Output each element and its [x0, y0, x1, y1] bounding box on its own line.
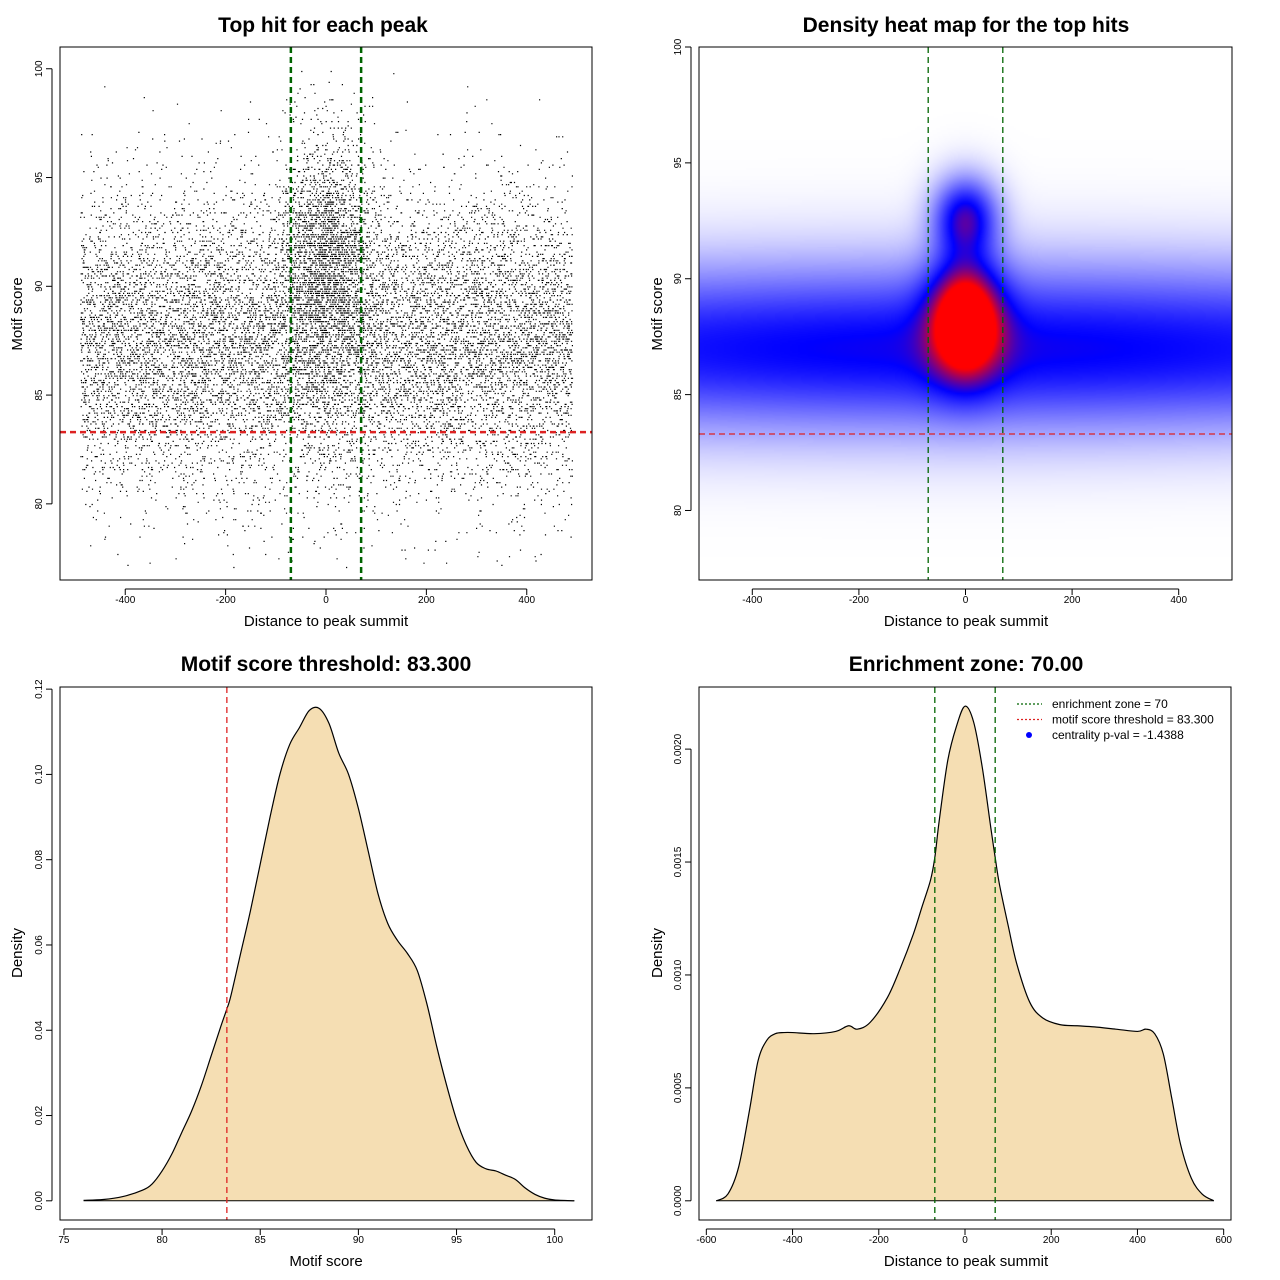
density-curve [715, 705, 1215, 1202]
y-tick-label: 0.0015 [673, 846, 684, 877]
scatter-marks [60, 47, 592, 580]
distance-density-legend: enrichment zone = 70 motif score threshol… [1017, 697, 1214, 742]
y-tick-label: 85 [673, 389, 684, 401]
x-tick-label: 100 [546, 1235, 563, 1246]
y-tick-label: 0.0005 [673, 1072, 684, 1103]
x-tick-label: -200 [869, 1235, 889, 1246]
x-tick-label: -400 [742, 595, 762, 606]
x-tick-label: 75 [58, 1235, 70, 1246]
legend-dot-marker [1026, 732, 1032, 738]
distance-density-marks [715, 687, 1215, 1220]
y-tick-label: 100 [34, 60, 45, 77]
density-curve [83, 706, 575, 1202]
x-tick-label: 85 [255, 1235, 267, 1246]
legend-entry-label: enrichment zone = 70 [1052, 697, 1168, 711]
score-density-y-axis-label: Density [9, 927, 26, 978]
scatter-axes: -400 -200 0 200 400 80 85 90 95 100 [34, 60, 536, 606]
x-tick-label: 90 [353, 1235, 365, 1246]
x-tick-label: -400 [115, 595, 135, 606]
x-tick-label: -600 [696, 1235, 716, 1246]
x-tick-label: 200 [1043, 1235, 1060, 1246]
distance-density-title: Enrichment zone: 70.00 [849, 653, 1084, 676]
x-tick-label: 200 [418, 595, 435, 606]
heatmap-plot-frame [698, 46, 1233, 581]
distance-density-y-axis-label: Density [649, 927, 666, 978]
distance-density-axes: -600 -400 -200 0 200 400 600 0.0000 0.0005 0.0010… [673, 733, 1232, 1246]
distance-density-panel: Enrichment zone: 70.00 -600 -400 -200 0 200 4… [649, 653, 1232, 1270]
y-tick-label: 0.0000 [673, 1185, 684, 1216]
y-tick-label: 0.0020 [673, 733, 684, 764]
x-tick-label: 400 [1170, 595, 1187, 606]
distance-density-x-axis-label: Distance to peak summit [884, 1253, 1049, 1270]
y-tick-label: 90 [673, 273, 684, 285]
legend-entry-label: centrality p-val = -1.4388 [1052, 728, 1184, 742]
x-tick-label: 400 [518, 595, 535, 606]
y-tick-label: 0.12 [34, 679, 45, 699]
score-density-plot-frame [59, 686, 593, 1221]
x-tick-label: 95 [451, 1235, 463, 1246]
legend-entry-label: motif score threshold = 83.300 [1052, 713, 1214, 727]
scatter-y-axis-label: Motif score [9, 277, 26, 350]
density-area [83, 707, 575, 1201]
y-tick-label: 0.08 [34, 850, 45, 870]
y-tick-label: 95 [673, 157, 684, 169]
y-tick-label: 0.10 [34, 764, 45, 784]
y-tick-label: 0.0010 [673, 959, 684, 990]
score-density-x-axis-label: Motif score [289, 1253, 362, 1270]
x-tick-label: 80 [157, 1235, 169, 1246]
x-tick-label: -200 [216, 595, 236, 606]
heatmap-title: Density heat map for the top hits [803, 14, 1130, 37]
heatmap-x-axis-label: Distance to peak summit [884, 613, 1049, 630]
y-tick-label: 80 [34, 498, 45, 510]
scatter-panel: Top hit for each peak -400 -200 0 200 400 80 8… [9, 14, 593, 630]
heatmap-axes: -400 -200 0 200 400 80 85 90 95 100 [673, 38, 1187, 606]
x-tick-label: -400 [783, 1235, 803, 1246]
x-tick-label: 0 [963, 595, 969, 606]
y-tick-label: 0.04 [34, 1020, 45, 1040]
heatmap-y-axis-label: Motif score [649, 277, 666, 350]
scatter-x-axis-label: Distance to peak summit [244, 613, 409, 630]
y-tick-label: 0.02 [34, 1105, 45, 1125]
heatmap-marks [699, 47, 1232, 580]
heatmap-panel: Density heat map for the top hits -400 -2… [649, 14, 1233, 630]
x-tick-label: -200 [849, 595, 869, 606]
x-tick-label: 400 [1129, 1235, 1146, 1246]
score-density-marks [83, 687, 575, 1220]
y-tick-label: 100 [673, 38, 684, 55]
y-tick-label: 90 [34, 280, 45, 292]
score-density-panel: Motif score threshold: 83.300 75 80 85 90 95… [9, 653, 593, 1270]
scatter-title: Top hit for each peak [218, 14, 428, 37]
heatmap-density-image [699, 47, 1232, 580]
y-tick-label: 80 [673, 504, 684, 516]
score-density-title: Motif score threshold: 83.300 [181, 653, 472, 676]
x-tick-label: 200 [1064, 595, 1081, 606]
distance-density-plot-frame [698, 686, 1232, 1221]
scatter-plot-frame [59, 46, 593, 581]
y-tick-label: 0.06 [34, 935, 45, 955]
x-tick-label: 0 [323, 595, 329, 606]
y-tick-label: 85 [34, 389, 45, 401]
score-density-axes: 75 80 85 90 95 100 0.00 0.02 0.04 0.06 0.08 0.10 0.1… [34, 679, 563, 1246]
scatter-points [80, 70, 574, 569]
y-tick-label: 95 [34, 172, 45, 184]
density-area [716, 706, 1214, 1201]
y-tick-label: 0.00 [34, 1191, 45, 1211]
x-tick-label: 0 [962, 1235, 968, 1246]
x-tick-label: 600 [1215, 1235, 1232, 1246]
